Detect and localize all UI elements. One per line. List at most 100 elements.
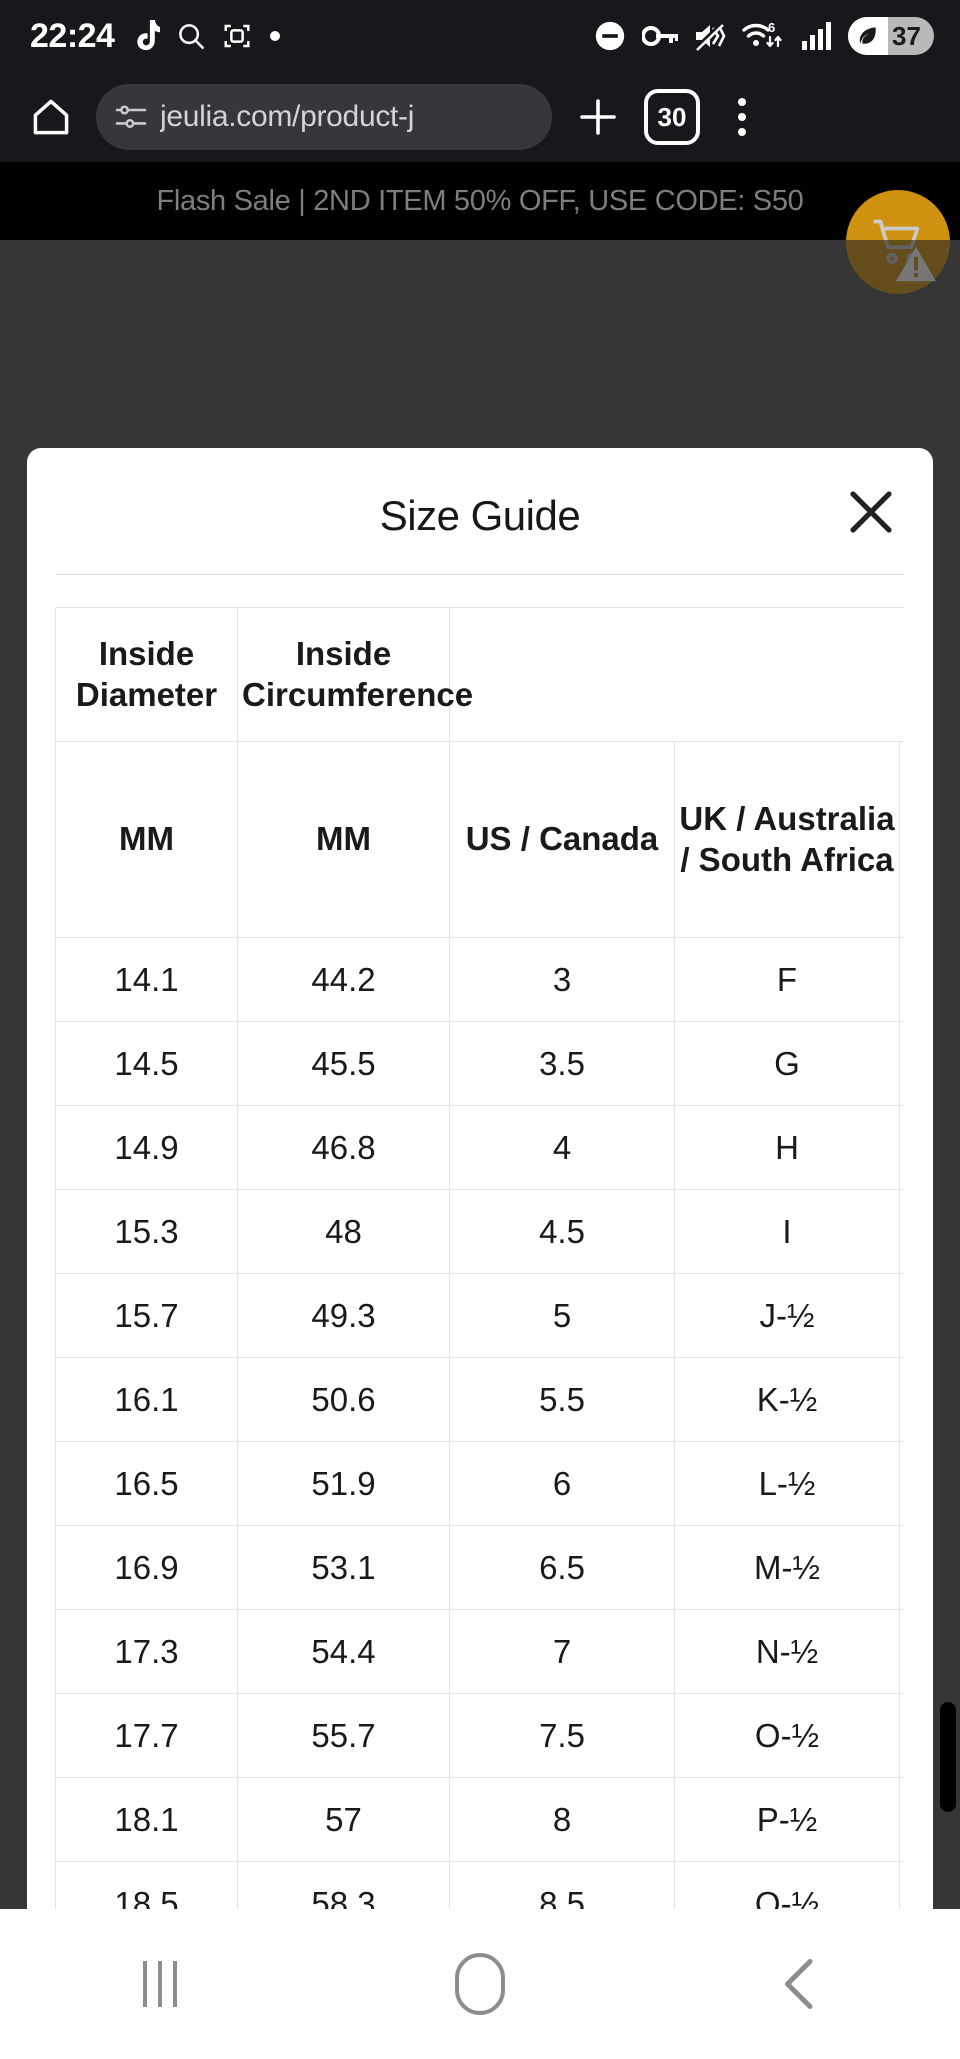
- web-page-viewport: Flash Sale | 2ND ITEM 50% OFF, USE CODE:…: [0, 162, 960, 1909]
- tab-count-label: 30: [657, 101, 687, 132]
- promo-banner[interactable]: Flash Sale | 2ND ITEM 50% OFF, USE CODE:…: [0, 162, 960, 240]
- cell-us-canada: 5: [449, 1273, 675, 1358]
- cell-inside-diameter: 17.7: [55, 1693, 238, 1778]
- home-pill-icon: [455, 1953, 505, 2015]
- url-bar[interactable]: jeulia.com/product-j: [96, 84, 552, 150]
- table-row: 14.9 46.8 4 H: [55, 1105, 905, 1190]
- header-inside-diameter: Inside Diameter: [55, 607, 238, 742]
- overflow-menu-button[interactable]: [716, 87, 768, 147]
- cell-inside-diameter: 15.7: [55, 1273, 238, 1358]
- cell-france-germany: [899, 1357, 905, 1442]
- cell-france-germany: [899, 1441, 905, 1526]
- header-us-canada: US / Canada: [449, 741, 675, 938]
- cell-uk-australia-south-africa: J-½: [674, 1273, 900, 1358]
- cell-inside-circumference: 50.6: [237, 1357, 450, 1442]
- cell-inside-circumference: 53.1: [237, 1525, 450, 1610]
- cell-inside-diameter: 16.9: [55, 1525, 238, 1610]
- header-circumference-unit: MM: [237, 741, 450, 938]
- cell-uk-australia-south-africa: I: [674, 1189, 900, 1274]
- tiktok-icon: [130, 19, 161, 53]
- mute-vibrate-icon: [693, 21, 727, 51]
- cell-us-canada: 6.5: [449, 1525, 675, 1610]
- new-tab-button[interactable]: [568, 87, 628, 147]
- cell-us-canada: 4.5: [449, 1189, 675, 1274]
- tab-count-button[interactable]: 30: [644, 89, 700, 145]
- vpn-key-icon: [642, 23, 678, 49]
- menu-dot: [738, 98, 746, 106]
- cell-inside-diameter: 18.1: [55, 1777, 238, 1862]
- cell-inside-diameter: 17.3: [55, 1609, 238, 1694]
- cell-inside-circumference: 48: [237, 1189, 450, 1274]
- cell-france-germany: [899, 1609, 905, 1694]
- dot-indicator: [268, 29, 282, 43]
- cell-us-canada: 3.5: [449, 1021, 675, 1106]
- home-nav-button[interactable]: [405, 1929, 555, 2039]
- home-button[interactable]: [22, 88, 80, 146]
- plus-icon: [574, 93, 622, 141]
- status-bar-left: 22:24: [30, 17, 282, 56]
- signal-bars-icon: [801, 21, 833, 51]
- cell-uk-australia-south-africa: Q-½: [674, 1861, 900, 1909]
- screenshot-icon: [222, 21, 252, 51]
- cell-france-germany: [899, 1861, 905, 1909]
- close-icon: [844, 485, 898, 539]
- table-row: 15.7 49.3 5 J-½: [55, 1273, 905, 1358]
- header-inside-circumference: Inside Circumference: [237, 607, 473, 742]
- table-header-row: MM MM US / Canada UK / Australia / South…: [55, 741, 905, 938]
- cell-france-germany: [899, 937, 905, 1022]
- battery-percent-label: 37: [892, 21, 921, 51]
- cell-inside-diameter: 14.9: [55, 1105, 238, 1190]
- recents-icon: [143, 1961, 177, 2007]
- cell-uk-australia-south-africa: L-½: [674, 1441, 900, 1526]
- cell-uk-australia-south-africa: G: [674, 1021, 900, 1106]
- divider: [55, 574, 905, 575]
- size-table-scroll-container[interactable]: Inside Diameter Inside Circumference MM …: [55, 607, 905, 1909]
- size-table-head: Inside Diameter Inside Circumference MM …: [55, 607, 905, 938]
- tune-icon[interactable]: [114, 103, 148, 131]
- cell-france-germany: [899, 1189, 905, 1274]
- cell-france-germany: [899, 1273, 905, 1358]
- cell-inside-circumference: 54.4: [237, 1609, 450, 1694]
- size-guide-modal: Size Guide Inside Diameter Inside Circum…: [27, 448, 933, 1909]
- android-status-bar: 22:24: [0, 0, 960, 72]
- cell-uk-australia-south-africa: F: [674, 937, 900, 1022]
- url-text: jeulia.com/product-j: [160, 100, 415, 133]
- cell-inside-diameter: 16.1: [55, 1357, 238, 1442]
- cell-uk-australia-south-africa: P-½: [674, 1777, 900, 1862]
- cell-us-canada: 4: [449, 1105, 675, 1190]
- cell-france-germany: [899, 1105, 905, 1190]
- search-icon: [176, 21, 206, 51]
- cell-us-canada: 8.5: [449, 1861, 675, 1909]
- cell-us-canada: 6: [449, 1441, 675, 1526]
- close-button[interactable]: [843, 484, 899, 540]
- cell-uk-australia-south-africa: O-½: [674, 1693, 900, 1778]
- header-region-group-empty: [449, 607, 905, 742]
- back-button[interactable]: [725, 1929, 875, 2039]
- cell-inside-circumference: 49.3: [237, 1273, 450, 1358]
- page-title: Size Guide: [379, 492, 581, 539]
- table-row: 16.9 53.1 6.5 M-½: [55, 1525, 905, 1610]
- recents-button[interactable]: [85, 1929, 235, 2039]
- table-row: 14.5 45.5 3.5 G: [55, 1021, 905, 1106]
- cell-inside-circumference: 46.8: [237, 1105, 450, 1190]
- table-row: 15.3 48 4.5 I: [55, 1189, 905, 1274]
- cell-inside-diameter: 16.5: [55, 1441, 238, 1526]
- cell-uk-australia-south-africa: N-½: [674, 1609, 900, 1694]
- cell-inside-diameter: 15.3: [55, 1189, 238, 1274]
- table-row: 17.7 55.7 7.5 O-½: [55, 1693, 905, 1778]
- cell-inside-diameter: 14.1: [55, 937, 238, 1022]
- battery-status: 37: [848, 17, 934, 55]
- promo-banner-text: Flash Sale | 2ND ITEM 50% OFF, USE CODE:…: [156, 184, 804, 217]
- do-not-disturb-icon: [593, 19, 627, 53]
- cell-inside-circumference: 55.7: [237, 1693, 450, 1778]
- table-header-group-row: Inside Diameter Inside Circumference: [55, 607, 905, 742]
- cell-inside-diameter: 14.5: [55, 1021, 238, 1106]
- page-scrollbar[interactable]: [940, 1702, 956, 1812]
- cell-france-germany: [899, 1525, 905, 1610]
- svg-text:6: 6: [768, 20, 775, 35]
- cell-us-canada: 7.5: [449, 1693, 675, 1778]
- back-chevron-icon: [779, 1954, 821, 2014]
- header-diameter-unit: MM: [55, 741, 238, 938]
- table-row: 17.3 54.4 7 N-½: [55, 1609, 905, 1694]
- cell-france-germany: [899, 1021, 905, 1106]
